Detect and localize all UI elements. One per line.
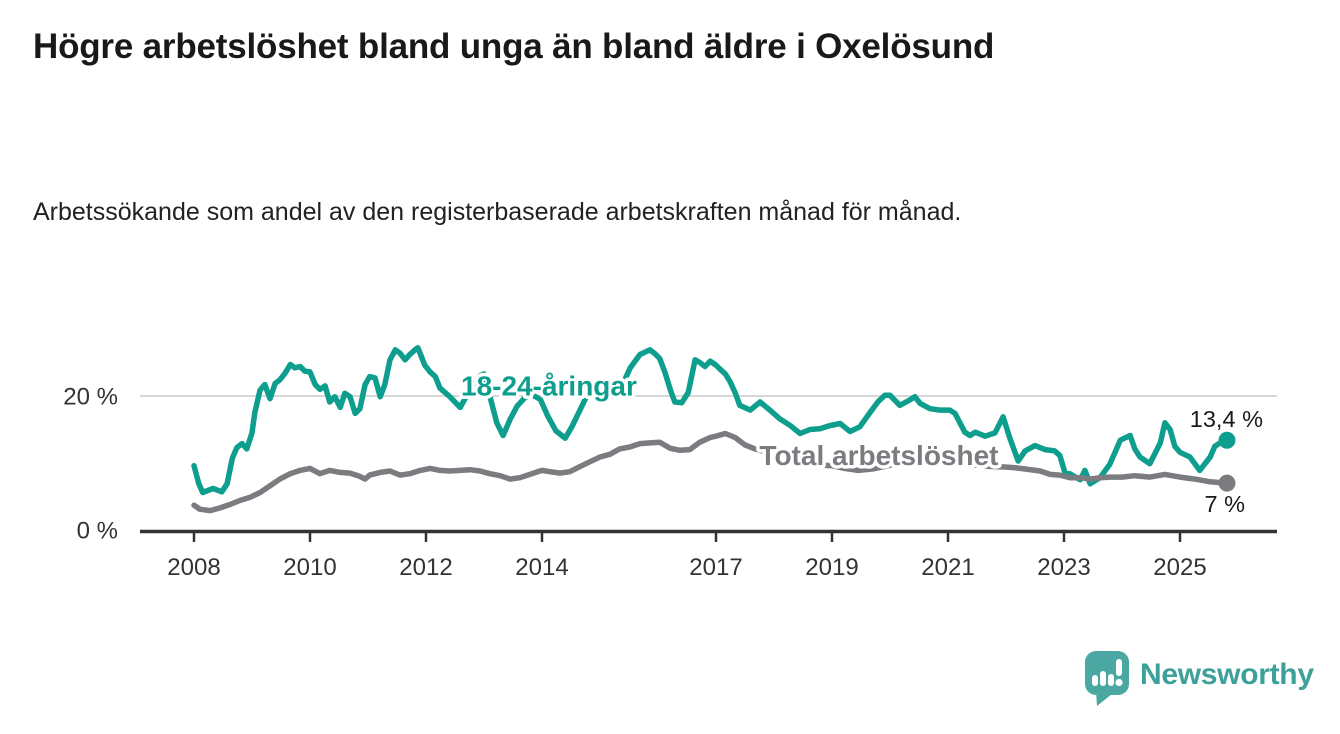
logo-exclamation-stem — [1116, 659, 1122, 676]
newsworthy-branding: Newsworthy — [1084, 650, 1314, 708]
series-label-total: Total arbetslöshet — [759, 440, 998, 471]
chart-subtitle: Arbetssökande som andel av den registerb… — [33, 198, 962, 226]
series-end-dot — [1218, 474, 1236, 492]
series-label-young: 18-24-åringar — [461, 370, 637, 401]
x-tick-label: 2010 — [283, 554, 336, 581]
newsworthy-logo-text: Newsworthy — [1140, 658, 1314, 691]
series-line-young — [191, 345, 1230, 496]
x-tick-label: 2017 — [689, 554, 742, 581]
x-tick-label: 2012 — [399, 554, 452, 581]
newsworthy-logo-icon — [1085, 651, 1129, 706]
page-title: Högre arbetslöshet bland unga än bland ä… — [33, 27, 995, 66]
end-value-label: 7 % — [1204, 491, 1245, 517]
logo-exclamation-dot — [1115, 678, 1123, 687]
x-tick-label: 2025 — [1153, 554, 1206, 581]
logo-bar-icon — [1100, 671, 1106, 686]
logo-bar-icon — [1108, 674, 1114, 686]
series-end-dot — [1218, 431, 1236, 449]
logo-bubble — [1085, 651, 1129, 695]
x-tick-label: 2023 — [1037, 554, 1090, 581]
x-tick-label: 2021 — [921, 554, 974, 581]
x-tick-label: 2019 — [805, 554, 858, 581]
end-value-label: 13,4 % — [1190, 406, 1263, 432]
x-tick-label: 2014 — [515, 554, 568, 581]
x-tick-label: 2008 — [167, 554, 220, 581]
series-line-total — [191, 430, 1230, 514]
logo-bubble-tail — [1096, 691, 1112, 706]
y-tick-label: 0 % — [77, 518, 118, 545]
y-tick-label: 20 % — [63, 384, 118, 411]
logo-bar-icon — [1092, 675, 1098, 686]
